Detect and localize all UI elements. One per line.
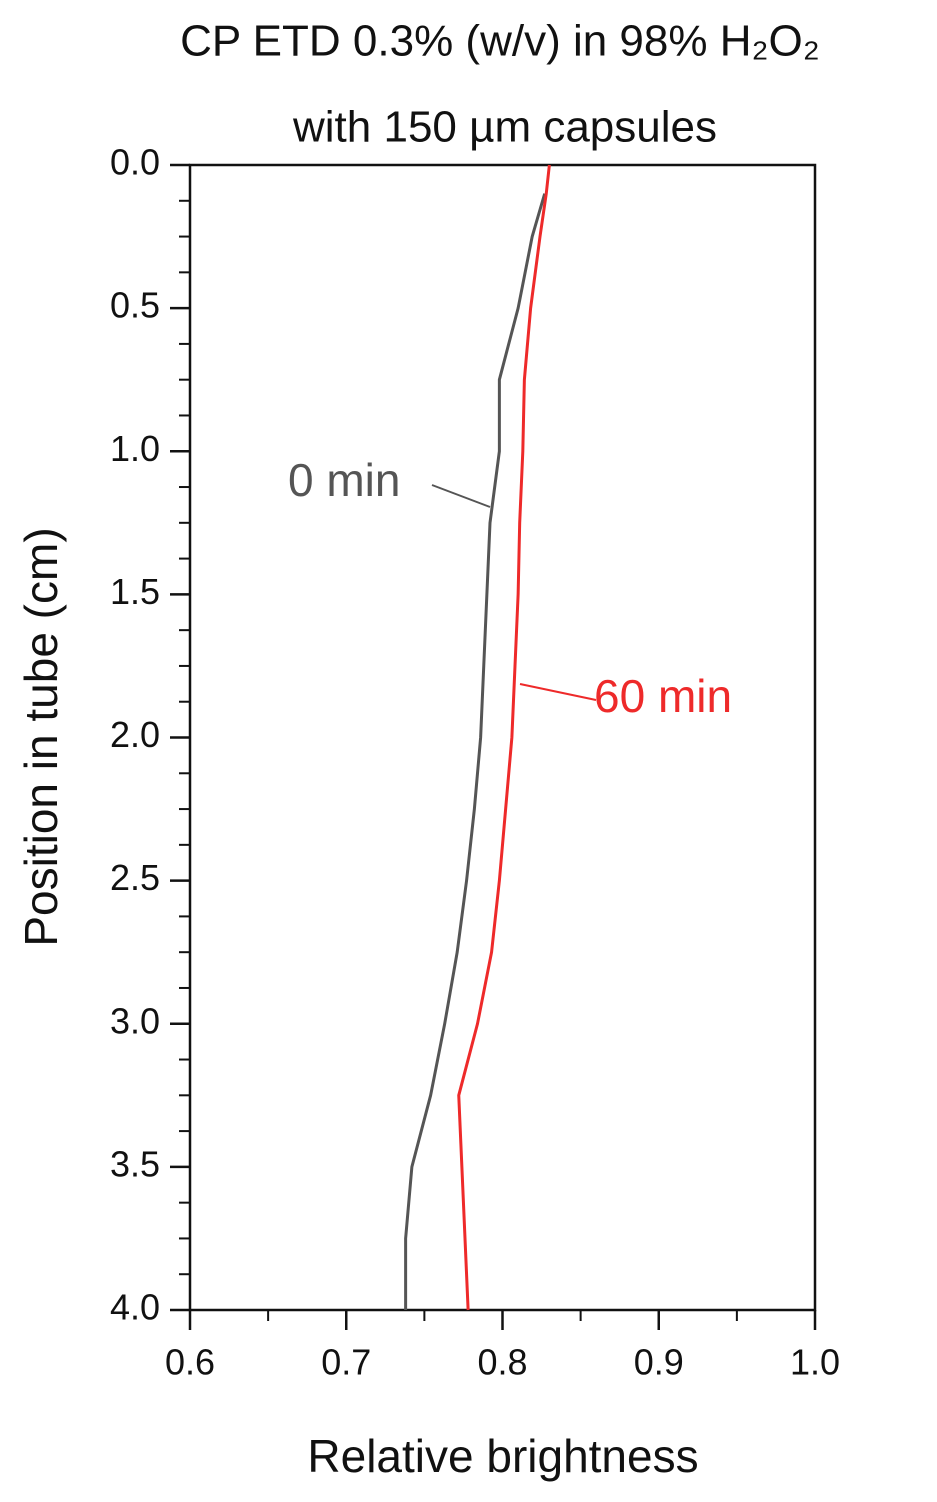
chart-title: CP ETD 0.3% (w/v) in 98% H₂O₂ bbox=[180, 17, 820, 66]
annotation-leader bbox=[431, 484, 491, 508]
x-tick-label: 0.9 bbox=[634, 1342, 684, 1383]
y-tick-label: 2.0 bbox=[110, 714, 160, 755]
y-tick-label: 2.5 bbox=[110, 857, 160, 898]
y-tick-label: 3.0 bbox=[110, 1000, 160, 1041]
series-label: 60 min bbox=[594, 670, 732, 722]
y-axis-label: Position in tube (cm) bbox=[15, 527, 67, 946]
y-tick-label: 4.0 bbox=[110, 1287, 160, 1328]
series-label: 0 min bbox=[288, 454, 400, 506]
chart-subtitle: with 150 µm capsules bbox=[292, 103, 717, 152]
x-axis-label: Relative brightness bbox=[307, 1430, 698, 1482]
x-tick-label: 0.8 bbox=[477, 1342, 527, 1383]
plot-frame bbox=[188, 163, 817, 1312]
y-tick-label: 0.5 bbox=[110, 285, 160, 326]
y-tick-label: 3.5 bbox=[110, 1143, 160, 1184]
annotation-leader bbox=[519, 683, 597, 701]
data-line bbox=[404, 193, 547, 1310]
data-line bbox=[457, 164, 551, 1311]
x-tick-label: 0.7 bbox=[321, 1342, 371, 1383]
y-tick-label: 1.5 bbox=[110, 571, 160, 612]
y-tick-label: 1.0 bbox=[110, 428, 160, 469]
x-tick-label: 0.6 bbox=[165, 1342, 215, 1383]
x-tick-label: 1.0 bbox=[790, 1342, 840, 1383]
y-tick-label: 0.0 bbox=[110, 142, 160, 183]
